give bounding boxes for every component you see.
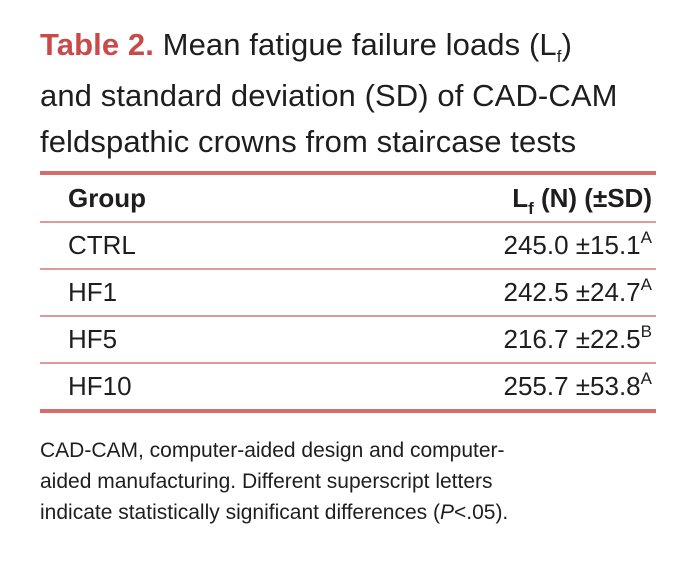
row-group: HF1: [68, 277, 118, 307]
table-header-row: Group Lf (N) (±SD): [40, 175, 656, 221]
row-group: CTRL: [68, 230, 136, 260]
caption-line-2: and standard deviation (SD) of CAD-CAM: [40, 78, 618, 113]
caption-text-b: ): [561, 27, 572, 62]
caption-text-a: Mean fatigue failure loads (L: [153, 27, 557, 62]
row-value: 245.0 ±15.1A: [503, 228, 652, 261]
row-value: 255.7 ±53.8A: [503, 369, 652, 402]
row-value-number: 255.7 ±53.8: [503, 371, 641, 401]
row-rule: [40, 362, 656, 364]
row-value-number: 242.5 ±24.7: [503, 277, 641, 307]
header-group: Group: [68, 182, 146, 213]
caption-subscript: f: [556, 47, 562, 66]
row-sig-letter: B: [640, 322, 652, 341]
row-value: 216.7 ±22.5B: [503, 322, 652, 355]
row-rule: [40, 315, 656, 317]
row-value: 242.5 ±24.7A: [503, 275, 652, 308]
row-sig-letter: A: [640, 228, 652, 247]
row-value-number: 245.0 ±15.1: [503, 230, 641, 260]
footnote-line-3-a: indicate statistically significant diffe…: [40, 501, 440, 524]
bottom-rule: [40, 409, 656, 413]
footnote-line-3: indicate statistically significant diffe…: [40, 501, 508, 524]
header-value-subscript: f: [528, 198, 534, 218]
row-rule: [40, 268, 656, 270]
row-group: HF5: [68, 324, 118, 354]
row-group: HF10: [68, 371, 132, 401]
header-rule: [40, 221, 656, 223]
footnote-p-symbol: P: [439, 501, 454, 524]
footnote-line-3-b: <.05).: [453, 501, 509, 524]
header-value: Lf (N) (±SD): [512, 182, 652, 218]
table-row: CTRL 245.0 ±15.1A: [40, 223, 656, 268]
header-value-a: L: [512, 182, 529, 213]
table-footnote: CAD-CAM, computer-aided design and compu…: [40, 435, 656, 528]
table-row: HF10 255.7 ±53.8A: [40, 364, 656, 409]
table-row: HF1 242.5 ±24.7A: [40, 270, 656, 315]
table-row: HF5 216.7 ±22.5B: [40, 317, 656, 362]
row-sig-letter: A: [640, 275, 652, 294]
row-sig-letter: A: [640, 369, 652, 388]
table-figure: Table 2. Mean fatigue failure loads (Lf)…: [40, 22, 656, 528]
top-rule: [40, 171, 656, 175]
table-label: Table 2.: [40, 27, 154, 62]
header-value-b: (N) (±SD): [533, 182, 652, 213]
caption-line-3: feldspathic crowns from staircase tests: [40, 124, 577, 159]
footnote-line-1: CAD-CAM, computer-aided design and compu…: [40, 439, 505, 462]
row-value-number: 216.7 ±22.5: [503, 324, 641, 354]
table-caption: Table 2. Mean fatigue failure loads (Lf)…: [40, 22, 656, 165]
footnote-line-2: aided manufacturing. Different superscri…: [40, 470, 493, 493]
